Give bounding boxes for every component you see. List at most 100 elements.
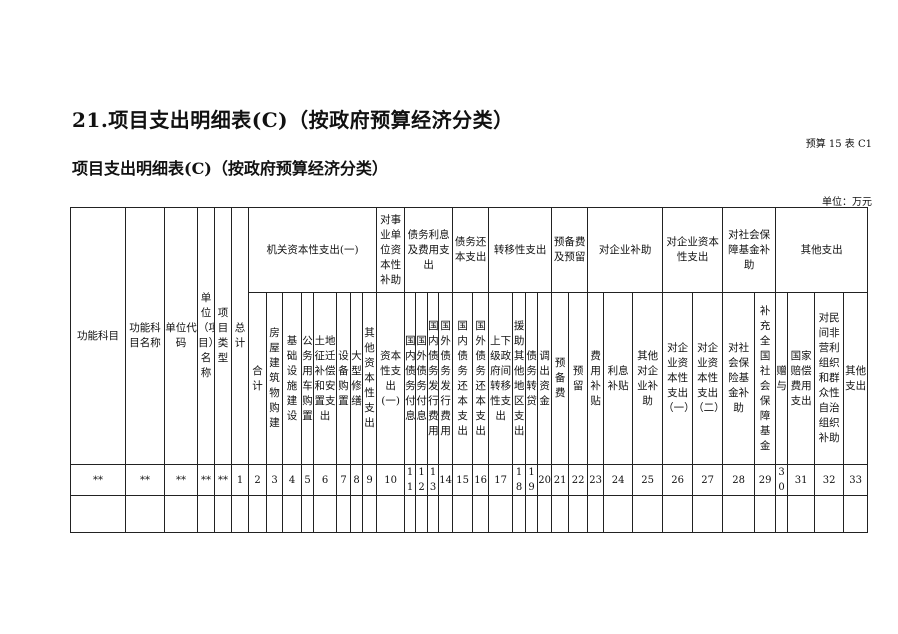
column-number-cell: 21 (551, 464, 570, 496)
column-header: 补充全国社会保障基金 (754, 292, 777, 465)
column-header: 总计 (231, 207, 249, 465)
column-number-cell: 32 (814, 464, 845, 496)
expenditure-table: 功能科目功能科目名称单位代码单位（项目）名称项目类型总计机关资本性支出(一)对事… (70, 207, 869, 533)
column-header: 国家赔偿费用支出 (787, 292, 816, 465)
column-number-cell: 23 (587, 464, 605, 496)
column-number-cell: 7 (336, 464, 351, 496)
table-code: 预算 15 表 C1 (805, 139, 872, 150)
column-number-cell: 15 (452, 464, 474, 496)
empty-cell (427, 495, 440, 533)
column-header: 赠与 (775, 292, 789, 465)
empty-cell (722, 495, 756, 533)
group-header: 预备费及预留 (551, 207, 589, 293)
column-header: 对社会保险基金补助 (722, 292, 756, 465)
column-number-cell: 14 (438, 464, 454, 496)
empty-cell (632, 495, 664, 533)
column-header: 利息补贴 (603, 292, 634, 465)
empty-cell (754, 495, 777, 533)
column-number-cell: ** (125, 464, 165, 496)
column-header: 基础设施建设 (282, 292, 302, 465)
column-number-cell: ** (70, 464, 126, 496)
column-header: 单位代码 (164, 207, 198, 465)
empty-cell (472, 495, 490, 533)
column-number-cell: 18 (512, 464, 527, 496)
group-header: 对企业资本性支出 (662, 207, 724, 293)
empty-cell (692, 495, 724, 533)
empty-cell (361, 495, 378, 533)
group-header: 对事业单位资本性补助 (376, 207, 406, 293)
column-number-cell: 8 (350, 464, 363, 496)
column-number-cell: 31 (787, 464, 816, 496)
column-number-cell: 3 (266, 464, 283, 496)
column-number-cell: 24 (603, 464, 634, 496)
column-number-cell: 11 (404, 464, 417, 496)
empty-cell (301, 495, 314, 533)
empty-cell (415, 495, 429, 533)
column-header: 援助其他地区支出 (512, 292, 527, 465)
empty-cell (164, 495, 198, 533)
column-header: 国外债务付息 (415, 292, 429, 465)
table-row (70, 495, 869, 533)
column-header: 房屋建筑物购建 (266, 292, 283, 465)
column-number-cell: 17 (488, 464, 514, 496)
column-header: 大型修缮 (350, 292, 363, 465)
column-number-cell: 22 (568, 464, 589, 496)
empty-cell (266, 495, 283, 533)
column-number-cell: 19 (525, 464, 539, 496)
empty-cell (404, 495, 417, 533)
empty-cell (70, 495, 126, 533)
empty-cell (282, 495, 302, 533)
column-header: 对企业资本性支出（二） (692, 292, 724, 465)
column-number-cell: 9 (361, 464, 378, 496)
column-header: 国内债务付息 (404, 292, 417, 465)
column-number-cell: 6 (313, 464, 337, 496)
empty-cell (843, 495, 869, 533)
empty-cell (248, 495, 267, 533)
column-header: 费用补贴 (587, 292, 605, 465)
empty-cell (775, 495, 789, 533)
column-header: 上下级政府间转移性支出 (488, 292, 514, 465)
empty-cell (512, 495, 527, 533)
column-header: 债务转贷 (525, 292, 539, 465)
column-header: 调出资金 (537, 292, 553, 465)
header-group-row: 功能科目功能科目名称单位代码单位（项目）名称项目类型总计机关资本性支出(一)对事… (70, 207, 869, 465)
column-header: 预留 (568, 292, 589, 465)
column-header: 预备费 (551, 292, 570, 465)
column-header: 土地征迁补偿和安置支出 (313, 292, 337, 465)
group-header: 其他支出 (775, 207, 869, 293)
group-header: 对企业补助 (587, 207, 664, 293)
column-number-cell: ** (214, 464, 232, 496)
group-header: 对社会保障基金补助 (722, 207, 777, 293)
empty-cell (197, 495, 215, 533)
column-header: 对民间非营利组织和群众性自治组织补助 (814, 292, 845, 465)
column-number-cell: 20 (537, 464, 553, 496)
column-number-cell: 27 (692, 464, 724, 496)
column-number-row: ** ** ** ** ** 1 2 3 4 5 6 7 8 9 10 11 12 13 14 15 16 17 18 19 2… (70, 464, 869, 496)
empty-cell (603, 495, 634, 533)
column-number-cell: ** (197, 464, 215, 496)
empty-cell (350, 495, 363, 533)
unit-label: 单位：万元 (822, 197, 872, 208)
empty-cell (814, 495, 845, 533)
column-header: 资本性支出(一) (376, 292, 406, 465)
empty-cell (525, 495, 539, 533)
column-number-cell: 4 (282, 464, 302, 496)
column-number-cell: 28 (722, 464, 756, 496)
column-number-cell: 26 (662, 464, 694, 496)
column-number-cell: 12 (415, 464, 429, 496)
column-number-cell: 10 (376, 464, 406, 496)
column-number-cell: 5 (301, 464, 314, 496)
column-header: 对企业资本性支出（一） (662, 292, 694, 465)
column-number-cell: 1 (231, 464, 249, 496)
column-header: 其他支出 (843, 292, 869, 465)
column-number-cell: 2 (248, 464, 267, 496)
empty-cell (568, 495, 589, 533)
column-number-cell: 13 (427, 464, 440, 496)
column-header: 功能科目名称 (125, 207, 165, 465)
column-header: 国外债务还本支出 (472, 292, 490, 465)
empty-cell (537, 495, 553, 533)
group-header: 转移性支出 (488, 207, 553, 293)
group-header: 债务利息及费用支出 (404, 207, 454, 293)
column-header: 单位（项目）名称 (197, 207, 215, 465)
column-header: 公务用车购置 (301, 292, 314, 465)
